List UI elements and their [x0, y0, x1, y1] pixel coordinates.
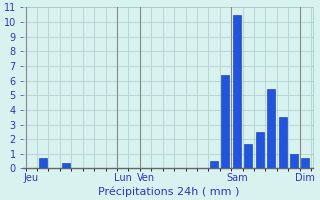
Bar — [233, 15, 241, 168]
Bar — [62, 163, 70, 168]
Bar — [210, 161, 218, 168]
Bar — [290, 154, 298, 168]
Bar — [244, 144, 252, 168]
Bar — [256, 132, 264, 168]
Bar — [279, 117, 287, 168]
Bar — [301, 158, 309, 168]
X-axis label: Précipitations 24h ( mm ): Précipitations 24h ( mm ) — [98, 186, 239, 197]
Bar — [39, 158, 47, 168]
Bar — [267, 89, 275, 168]
Bar — [221, 75, 229, 168]
